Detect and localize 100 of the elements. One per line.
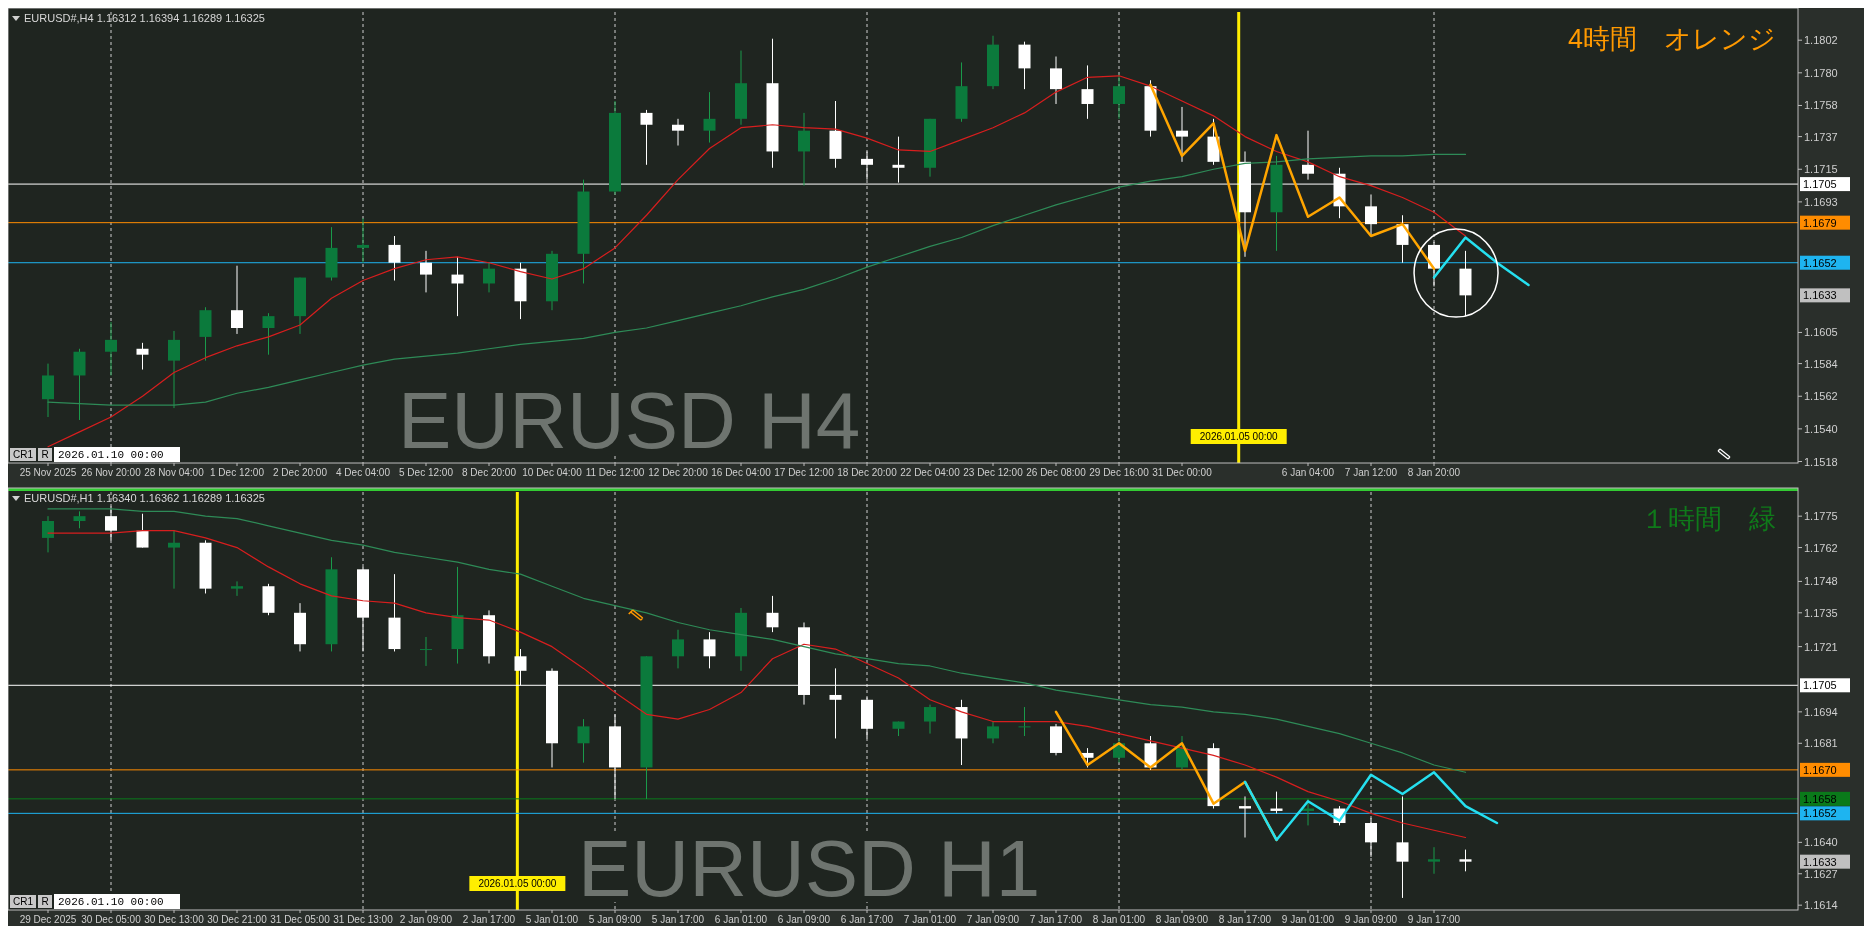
candlestick — [577, 718, 590, 764]
x-tick-label: 29 Dec 16:00 — [1089, 467, 1150, 478]
candlestick — [703, 91, 716, 144]
candlestick — [1428, 241, 1440, 287]
y-tick-label: 1.1758 — [1804, 99, 1838, 112]
y-tick-label: 1.1775 — [1804, 510, 1838, 523]
y-tick-label: 1.1694 — [1804, 705, 1838, 718]
chart-title: EURUSD#,H1 1.16340 1.16362 1.16289 1.16325 — [24, 492, 265, 504]
x-tick-label: 9 Jan 01:00 — [1281, 914, 1335, 925]
x-tick-label: 29 Dec 2025 — [19, 914, 77, 925]
y-tick-label: 1.1584 — [1804, 357, 1838, 370]
x-tick-label: 7 Jan 01:00 — [903, 914, 957, 925]
annotation: 2026.01.05 00:00 — [478, 878, 557, 889]
candlestick — [1176, 106, 1188, 163]
x-tick-label: 30 Dec 13:00 — [144, 914, 205, 925]
ref-line-label: 1.1652 — [1803, 256, 1837, 269]
y-tick-label: 1.1518 — [1804, 455, 1838, 468]
y-tick-label: 1.1640 — [1804, 836, 1838, 849]
candlestick — [1459, 849, 1472, 872]
candlestick — [703, 631, 716, 669]
candlestick — [861, 150, 873, 181]
x-tick-label: 22 Dec 04:00 — [900, 467, 961, 478]
candlestick — [1239, 795, 1251, 839]
y-tick-label: 1.1681 — [1804, 737, 1838, 750]
x-tick-label: 5 Jan 01:00 — [525, 914, 579, 925]
x-tick-label: 31 Dec 13:00 — [333, 914, 394, 925]
x-tick-label: 6 Jan 09:00 — [777, 914, 831, 925]
candlestick — [1302, 130, 1314, 181]
x-tick-label: 7 Jan 09:00 — [966, 914, 1020, 925]
y-tick-label: 1.1605 — [1804, 326, 1838, 339]
text: 1.1633 — [1803, 289, 1837, 302]
candlestick — [672, 118, 684, 147]
x-tick-label: 30 Dec 05:00 — [81, 914, 142, 925]
annotation: CR1 — [12, 896, 34, 907]
x-tick-label: 2 Dec 20:00 — [273, 467, 328, 478]
annotation: 2026.01.10 00:00 — [58, 896, 164, 908]
candlestick — [924, 704, 936, 735]
candlestick — [1050, 56, 1062, 105]
candlestick — [1018, 706, 1031, 737]
candlestick — [640, 109, 653, 166]
y-tick-label: 1.1780 — [1804, 66, 1838, 79]
annotation: 2026.01.10 00:00 — [58, 449, 164, 461]
candlestick — [483, 262, 495, 293]
candlestick — [357, 217, 369, 264]
ref-line-label: 1.1652 — [1803, 807, 1837, 820]
x-tick-label: 31 Dec 00:00 — [1152, 467, 1213, 478]
x-tick-label: 6 Jan 17:00 — [840, 914, 894, 925]
candlestick — [42, 363, 54, 418]
x-tick-label: 5 Jan 09:00 — [588, 914, 642, 925]
candlestick — [168, 330, 180, 409]
candlestick — [1018, 41, 1031, 90]
annotation: EURUSD H4 — [398, 376, 861, 465]
x-tick-label: 16 Dec 04:00 — [711, 467, 772, 478]
x-tick-label: 9 Jan 09:00 — [1344, 914, 1398, 925]
candlestick — [766, 595, 779, 633]
annotation: １時間 緑 — [1641, 504, 1776, 534]
x-tick-label: 8 Jan 01:00 — [1092, 914, 1146, 925]
y-tick-label: 1.1748 — [1804, 575, 1838, 588]
annotation: EURUSD H1 — [578, 824, 1041, 913]
x-tick-label: 17 Dec 12:00 — [774, 467, 835, 478]
x-tick-label: 5 Jan 17:00 — [651, 914, 705, 925]
y-tick-label: 1.1802 — [1804, 34, 1838, 47]
annotation: R — [41, 896, 49, 907]
candlestick — [136, 342, 149, 371]
y-tick-label: 1.1721 — [1804, 640, 1838, 653]
y-tick-label: 1.1562 — [1804, 390, 1838, 403]
ref-line-label: 1.1705 — [1803, 679, 1837, 692]
candlestick — [262, 312, 275, 356]
x-tick-label: 6 Jan 01:00 — [714, 914, 768, 925]
x-tick-label: 11 Dec 12:00 — [585, 467, 645, 478]
candlestick — [672, 629, 684, 669]
x-tick-label: 7 Jan 12:00 — [1344, 467, 1398, 478]
x-tick-label: 18 Dec 20:00 — [837, 467, 898, 478]
y-tick-label: 1.1715 — [1804, 163, 1838, 176]
candlestick — [105, 321, 117, 376]
candlestick — [420, 636, 432, 667]
candlestick — [1396, 795, 1409, 899]
x-tick-label: 2 Jan 09:00 — [399, 914, 453, 925]
x-tick-label: 8 Jan 20:00 — [1407, 467, 1461, 478]
ref-line-label: 1.1705 — [1803, 178, 1837, 191]
candlestick — [42, 515, 54, 553]
x-tick-label: 25 Nov 2025 — [19, 467, 77, 478]
candlestick — [231, 265, 243, 335]
ref-line-label: 1.1658 — [1803, 792, 1837, 805]
y-tick-label: 1.1762 — [1804, 541, 1838, 554]
candlestick — [1081, 747, 1094, 768]
x-tick-label: 2 Jan 17:00 — [462, 914, 516, 925]
candlestick — [987, 721, 999, 744]
candlestick — [231, 580, 243, 597]
ref-line-label: 1.1670 — [1803, 763, 1837, 776]
x-tick-label: 28 Nov 04:00 — [144, 467, 205, 478]
x-tick-label: 30 Dec 21:00 — [207, 914, 268, 925]
candlestick — [1428, 846, 1440, 875]
y-tick-label: 1.1693 — [1804, 195, 1838, 208]
line-series — [47, 508, 1467, 773]
x-tick-label: 1 Dec 12:00 — [210, 467, 265, 478]
x-tick-label: 4 Dec 04:00 — [336, 467, 391, 478]
x-tick-label: 6 Jan 04:00 — [1281, 467, 1335, 478]
x-tick-label: 9 Jan 17:00 — [1407, 914, 1461, 925]
candlestick — [1365, 817, 1377, 858]
